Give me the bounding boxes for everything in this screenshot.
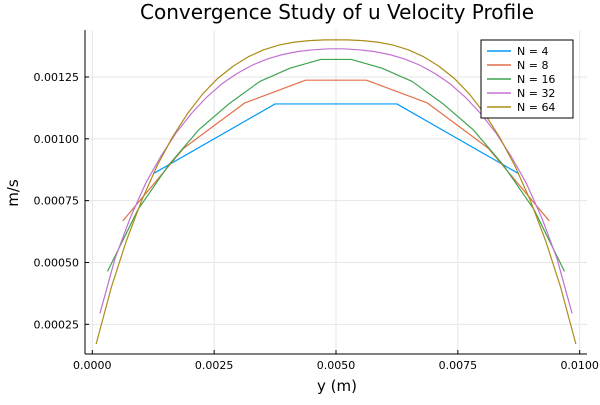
series-line-3 — [107, 58, 565, 272]
series-line-2 — [122, 79, 550, 222]
series-layer — [95, 39, 577, 345]
axes-layer — [84, 30, 587, 355]
y-tick-label: 0.00100 — [34, 133, 80, 146]
series-line-1 — [152, 103, 520, 175]
tick-label-layer: 0.0000 0.0025 0.0050 0.0075 0.0100 0.00025 0.0… — [34, 71, 599, 372]
legend-label: N = 4 — [517, 45, 548, 58]
legend: N = 4N = 8N = 16N = 32N = 64 — [480, 39, 574, 119]
y-tick-label: 0.00050 — [34, 256, 80, 269]
series-line-5 — [95, 39, 577, 345]
x-tick-label: 0.0100 — [560, 359, 599, 372]
y-tick-label: 0.00125 — [34, 71, 80, 84]
series-line-4 — [99, 48, 573, 314]
y-tick-label: 0.00075 — [34, 195, 80, 208]
y-tick-label: 0.00025 — [34, 318, 80, 331]
x-tick-label: 0.0075 — [439, 359, 478, 372]
x-tick-label: 0.0000 — [73, 359, 112, 372]
x-axis-label: y (m) — [317, 377, 357, 395]
chart-title: Convergence Study of u Velocity Profile — [140, 0, 534, 24]
y-axis-label: m/s — [4, 179, 22, 207]
legend-label: N = 64 — [517, 101, 555, 114]
legend-label: N = 8 — [517, 59, 548, 72]
legend-label: N = 16 — [517, 73, 555, 86]
x-tick-label: 0.0050 — [317, 359, 356, 372]
legend-label: N = 32 — [517, 87, 555, 100]
x-tick-label: 0.0025 — [195, 359, 234, 372]
